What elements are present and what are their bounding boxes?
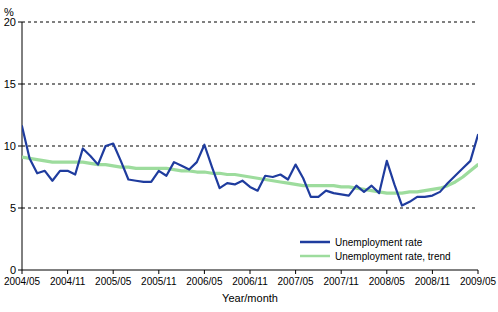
y-tick [18, 270, 22, 271]
x-tick-label: 2008/11 [415, 276, 451, 287]
x-tick-label: 2008/05 [369, 276, 406, 287]
x-tick-label: 2006/05 [186, 276, 223, 287]
legend: Unemployment rate Unemployment rate, tren… [300, 237, 451, 262]
x-tick [158, 270, 159, 274]
legend-label: Unemployment rate [335, 237, 423, 248]
x-tick-label: 2007/05 [278, 276, 315, 287]
plot-area [22, 126, 478, 205]
x-tick [295, 270, 296, 274]
x-tick-label: 2009/05 [460, 276, 497, 287]
y-tick [18, 22, 22, 23]
x-tick-label: 2005/05 [95, 276, 132, 287]
y-tick-label: 5 [10, 202, 16, 214]
y-axis-label: % [4, 6, 14, 18]
x-tick-label: 2004/11 [50, 276, 86, 287]
y-tick [18, 146, 22, 147]
x-tick [204, 270, 205, 274]
legend-label: Unemployment rate, trend [335, 251, 451, 262]
grid-line [22, 146, 478, 147]
grid-line [22, 22, 478, 23]
x-tick [432, 270, 433, 274]
x-tick [386, 270, 387, 274]
x-tick [113, 270, 114, 274]
y-tick-label: 15 [4, 78, 16, 90]
y-tick [18, 84, 22, 85]
x-tick-label: 2006/11 [232, 276, 268, 287]
grid-line [22, 208, 478, 209]
x-tick-label: 2004/05 [4, 276, 41, 287]
y-tick-label: 0 [10, 264, 16, 276]
series-line [22, 126, 478, 205]
y-tick-label: 10 [4, 140, 16, 152]
x-tick [22, 270, 23, 274]
y-axis [22, 22, 23, 270]
x-tick [250, 270, 251, 274]
x-tick-label: 2005/11 [141, 276, 177, 287]
chart: 051015202004/052004/112005/052005/112006… [0, 0, 498, 312]
legend-swatch [300, 241, 330, 244]
x-axis-label: Year/month [222, 292, 278, 304]
grid-line [22, 84, 478, 85]
x-tick [478, 270, 479, 274]
x-tick [67, 270, 68, 274]
y-tick [18, 208, 22, 209]
x-tick [341, 270, 342, 274]
legend-swatch [300, 255, 330, 258]
x-tick-label: 2007/11 [323, 276, 359, 287]
